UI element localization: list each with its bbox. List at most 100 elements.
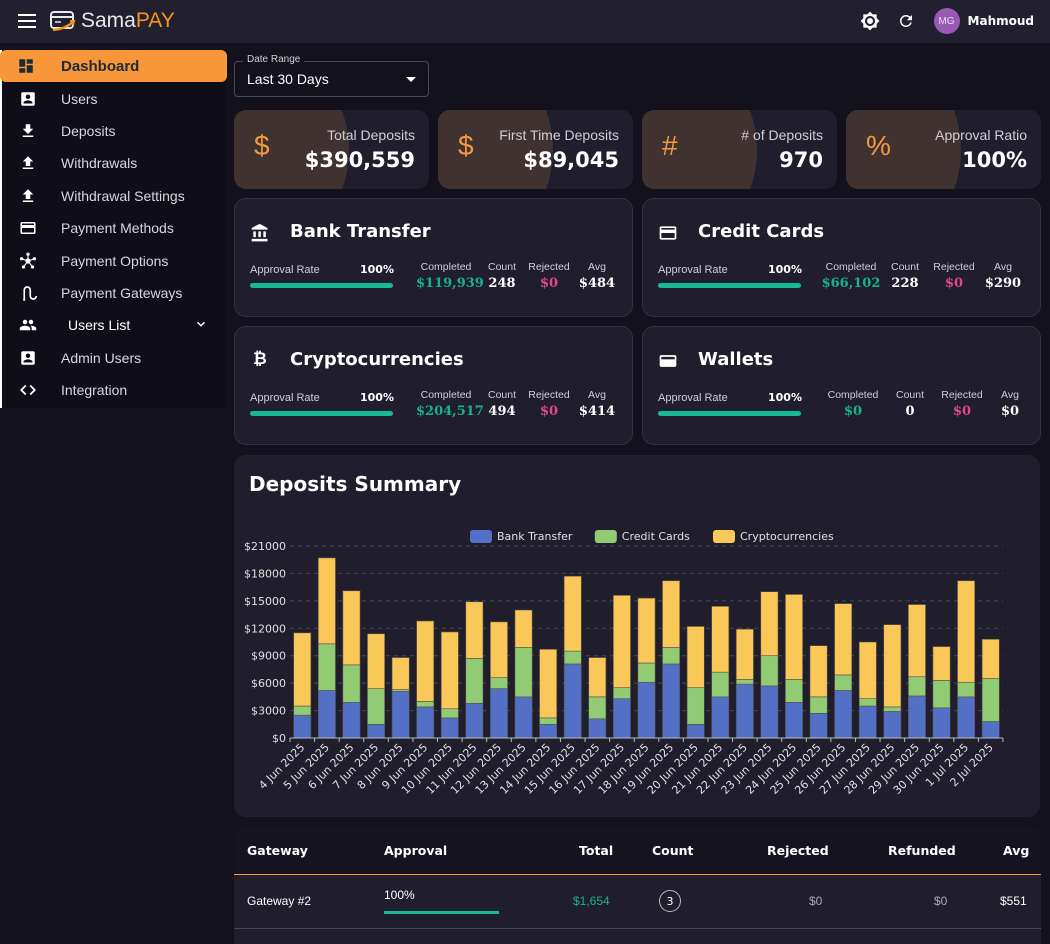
sidebar-item-dashboard[interactable]: Dashboard	[0, 50, 227, 83]
bar-credit-cards	[760, 655, 779, 687]
total-value: $1,654	[573, 894, 610, 908]
bar-credit-cards	[908, 676, 926, 697]
completed-label: Completed	[420, 389, 472, 401]
bar-bank-transfer	[367, 723, 385, 739]
rejected-value: $0	[809, 894, 823, 908]
column-header-gateway[interactable]: Gateway	[247, 843, 308, 858]
bar-credit-cards	[367, 688, 385, 725]
column-header-total[interactable]: Total	[579, 843, 614, 858]
bar-credit-cards	[613, 687, 631, 699]
date-range-select[interactable]: Date Range Last 30 Days	[234, 54, 429, 97]
bar-cryptocurrencies	[514, 609, 533, 648]
refresh-icon[interactable]	[894, 9, 918, 33]
bar-credit-cards	[932, 680, 951, 709]
bar-credit-cards	[317, 643, 336, 691]
bar-cryptocurrencies	[637, 597, 656, 664]
rejected-value: $0	[944, 276, 964, 291]
avg-value: $0	[1000, 404, 1020, 419]
sidebar-item-users-list[interactable]: Users List	[2, 309, 226, 341]
completed-label: Completed	[825, 261, 877, 273]
stat-value: 100%	[962, 148, 1027, 172]
bar-cryptocurrencies	[981, 638, 1000, 679]
bar-cryptocurrencies	[686, 626, 705, 689]
table-row[interactable]: Gateway #2 100% $1,654 3 $0 $0 $551	[234, 876, 1041, 929]
column-header-avg[interactable]: Avg	[1003, 843, 1030, 858]
user-name[interactable]: Mahmoud	[967, 14, 1034, 28]
completed-label: Completed	[420, 261, 472, 273]
avatar[interactable]: MG	[933, 8, 960, 34]
avg-value: $290	[984, 276, 1022, 291]
bar-bank-transfer	[342, 702, 361, 739]
method-card-cryptocurrencies: ₿ Cryptocurrencies Approval Rate 100% Co…	[234, 326, 633, 445]
column-header-count[interactable]: Count	[652, 843, 694, 858]
theme-toggle-icon[interactable]	[858, 9, 882, 33]
stat-card-first-time-deposits: $ First Time Deposits $89,045	[438, 110, 633, 189]
bar-bank-transfer	[711, 696, 730, 739]
bar-cryptocurrencies	[293, 632, 312, 707]
bar-credit-cards	[711, 671, 730, 698]
method-title: Bank Transfer	[290, 221, 431, 242]
bar-bank-transfer	[539, 723, 558, 739]
user-card-icon	[19, 90, 37, 108]
sidebar-item-admin-users[interactable]: Admin Users	[2, 342, 226, 374]
decorative-blob	[234, 110, 349, 189]
column-header-refunded[interactable]: Refunded	[888, 843, 956, 858]
approval-rate-label: Approval Rate	[250, 392, 320, 404]
sidebar-item-integration[interactable]: Integration	[2, 374, 226, 406]
stat-value: $390,559	[304, 148, 415, 172]
y-tick-label: $9000	[251, 650, 286, 663]
sidebar-item-label: Users List	[68, 317, 131, 334]
bar-bank-transfer	[908, 695, 926, 739]
bar-cryptocurrencies	[613, 595, 631, 689]
method-card-credit-cards: Credit Cards Approval Rate 100% Complete…	[642, 198, 1041, 317]
approval-progress-fill	[250, 411, 393, 416]
sidebar-item-payment-methods[interactable]: Payment Methods	[2, 212, 226, 244]
bar-bank-transfer	[932, 707, 951, 739]
column-header-approval[interactable]: Approval	[384, 843, 448, 858]
logo[interactable]: SamaPAY	[49, 9, 175, 33]
sidebar-item-users[interactable]: Users	[2, 82, 226, 114]
bar-cryptocurrencies	[711, 606, 730, 673]
chevron-down-icon[interactable]	[194, 316, 208, 335]
dashboard-icon	[17, 57, 35, 75]
bar-credit-cards	[686, 687, 705, 725]
menu-icon[interactable]	[18, 14, 36, 28]
bar-bank-transfer	[514, 696, 533, 739]
bar-bank-transfer	[809, 713, 828, 739]
sidebar-item-payment-gateways[interactable]: Payment Gateways	[2, 277, 226, 309]
bar-credit-cards	[563, 650, 582, 665]
stat-label: Approval Ratio	[935, 127, 1027, 143]
avg-label: Avg	[588, 389, 606, 401]
sidebar-item-withdrawal-settings[interactable]: Withdrawal Settings	[2, 180, 226, 212]
bar-credit-cards	[465, 658, 484, 704]
dollar-icon: $	[458, 130, 474, 161]
sidebar-item-payment-options[interactable]: Payment Options	[2, 244, 226, 276]
bar-cryptocurrencies	[932, 646, 951, 681]
avg-value: $484	[578, 276, 616, 291]
user-card-icon	[19, 349, 37, 367]
method-title: Credit Cards	[698, 221, 825, 242]
bar-credit-cards	[809, 696, 828, 714]
bar-cryptocurrencies	[367, 633, 385, 689]
approval-rate-value: 100%	[360, 391, 394, 404]
bar-credit-cards	[858, 698, 877, 707]
bar-cryptocurrencies	[416, 620, 435, 702]
bar-bank-transfer	[440, 717, 459, 739]
sidebar-item-withdrawals[interactable]: Withdrawals	[2, 147, 226, 179]
brand-name-left: Sama	[81, 9, 136, 32]
column-header-rejected[interactable]: Rejected	[767, 843, 829, 858]
bar-cryptocurrencies	[391, 657, 410, 690]
sidebar-item-label: Withdrawal Settings	[61, 187, 185, 204]
bar-cryptocurrencies	[834, 603, 853, 676]
count-badge: 3	[659, 890, 681, 912]
sidebar-item-deposits[interactable]: Deposits	[2, 115, 226, 147]
brand-name: SamaPAY	[81, 9, 175, 33]
brand-name-right: PAY	[135, 9, 175, 32]
gateway-name: Gateway #2	[247, 894, 312, 908]
wallet-icon	[657, 351, 679, 369]
bar-bank-transfer	[760, 685, 779, 739]
approval-progress-fill	[658, 411, 801, 416]
count-label: Count	[487, 261, 517, 273]
bar-cryptocurrencies	[785, 594, 803, 680]
count-value: 0	[905, 404, 915, 419]
